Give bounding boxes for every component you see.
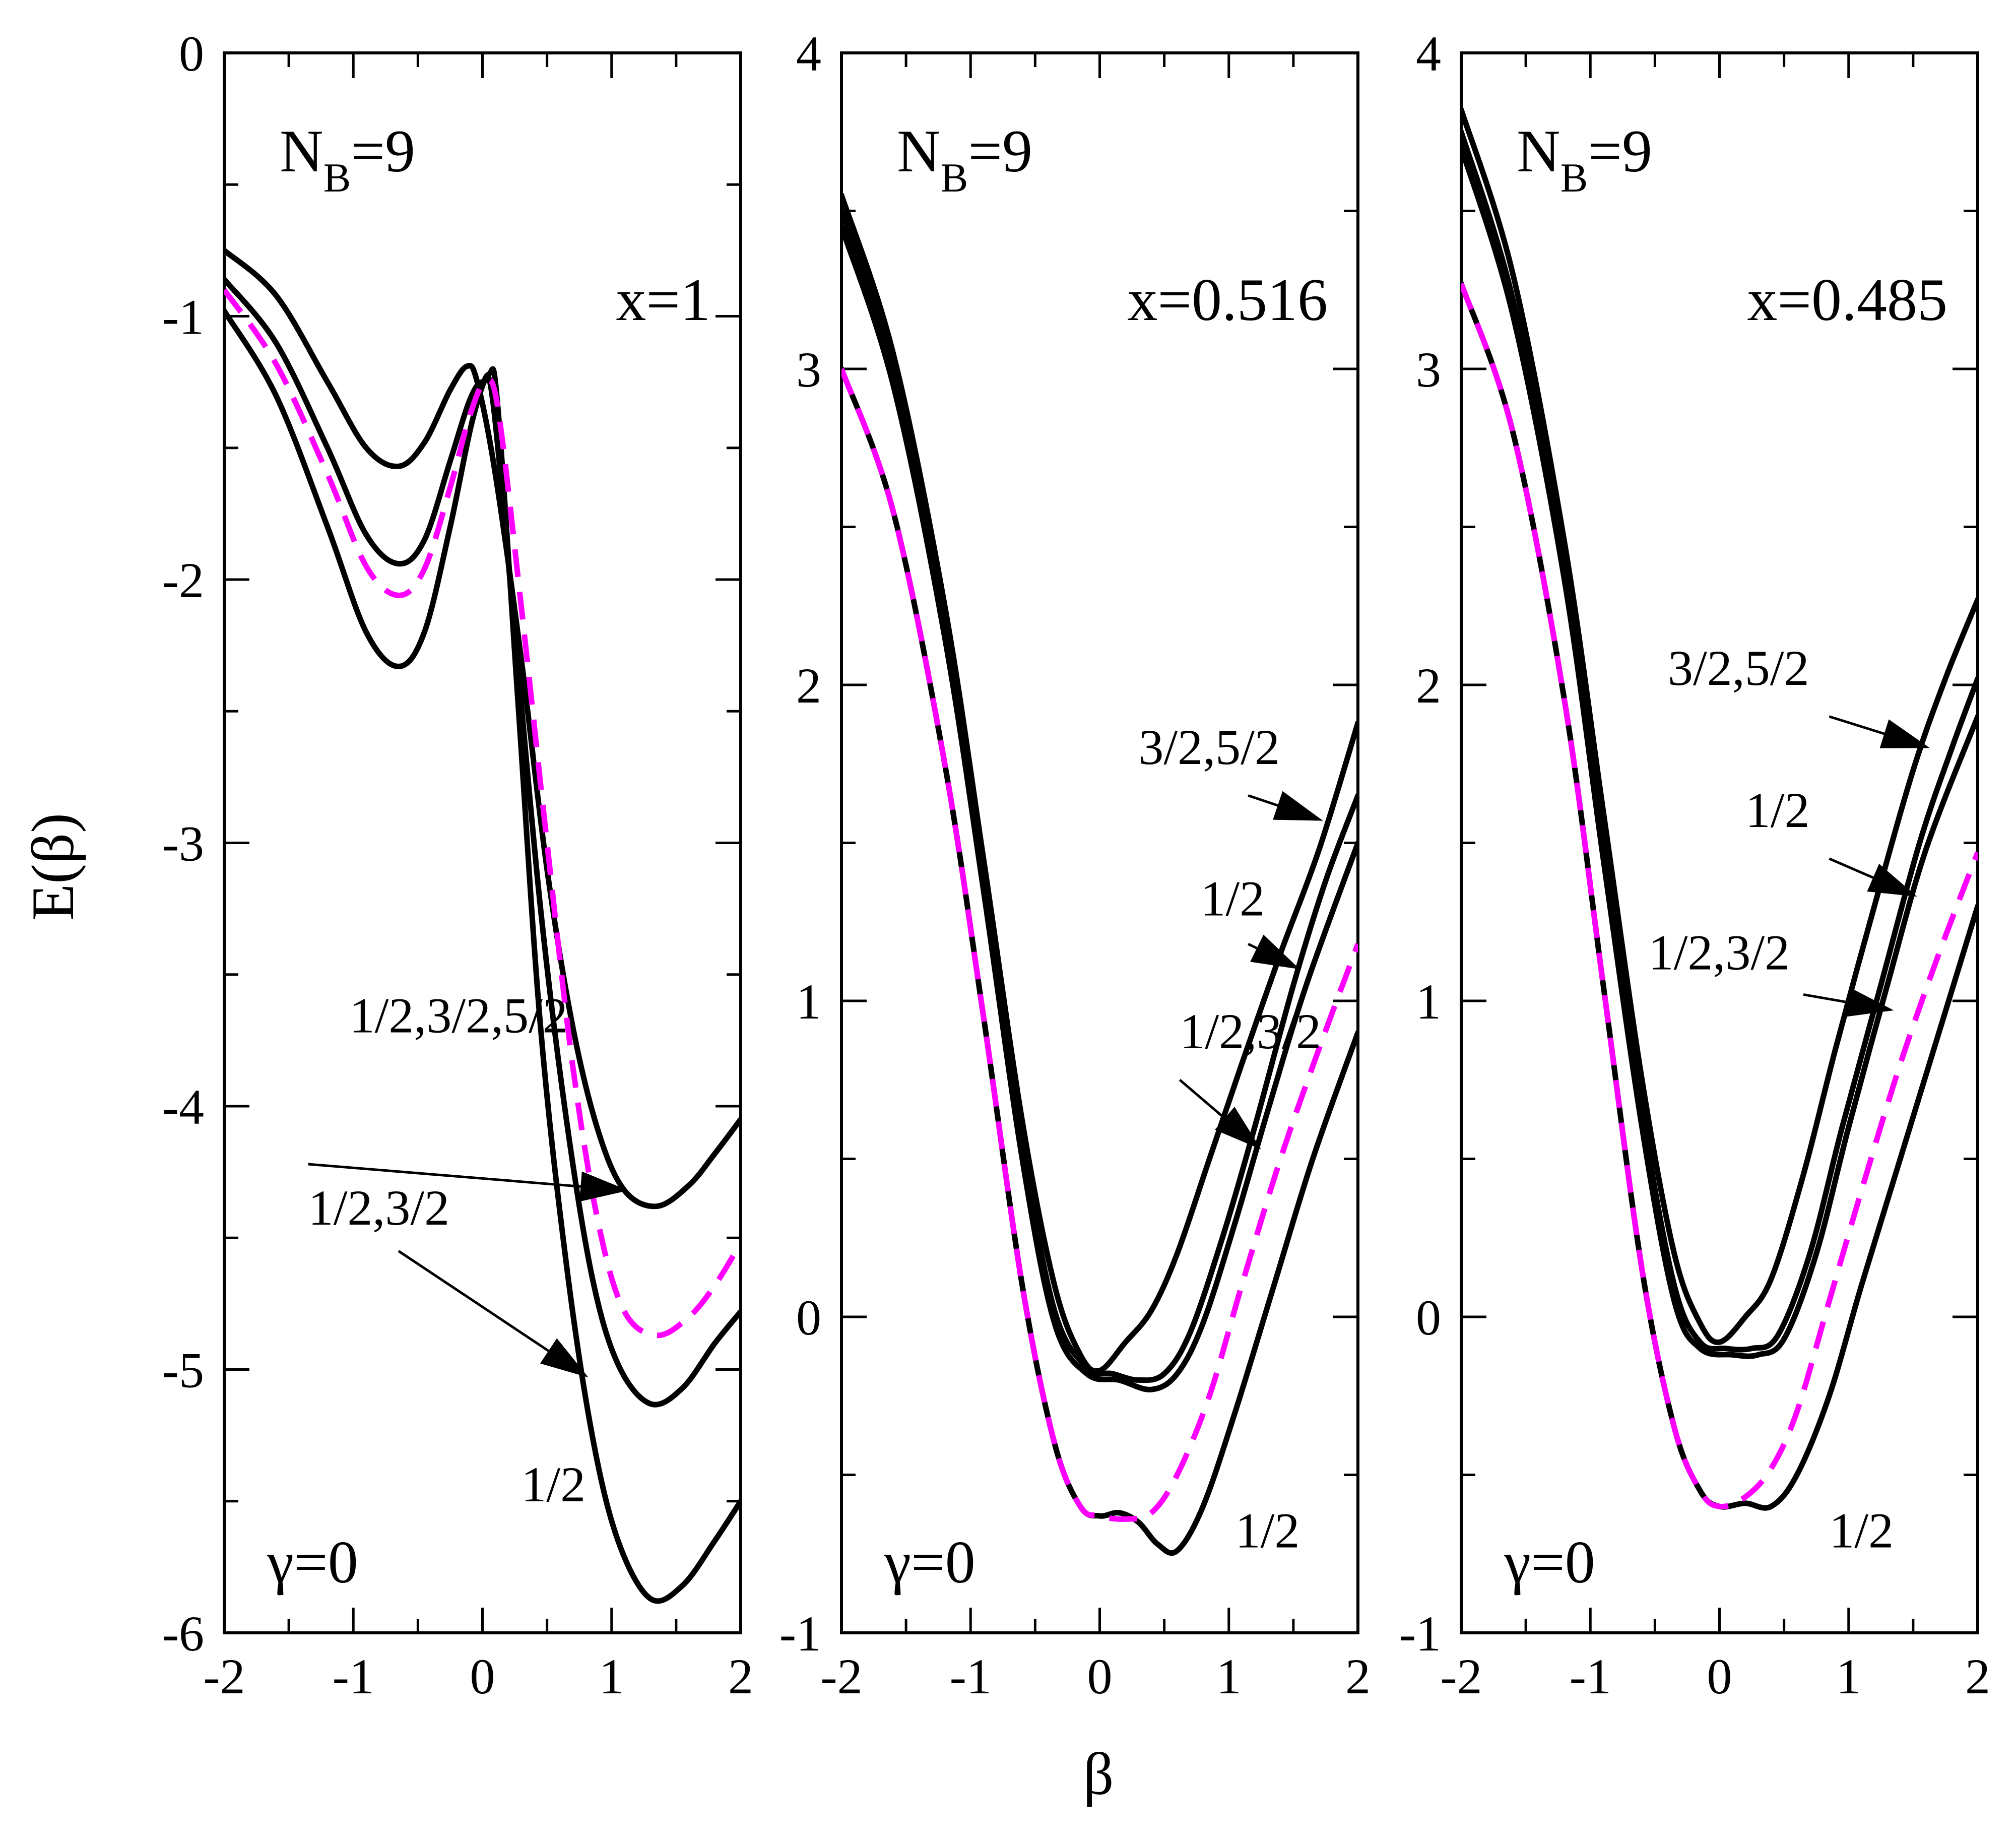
series-line-solid-c — [1461, 145, 1978, 1359]
y-tick-label: 2 — [796, 658, 821, 714]
x-tick-label: 0 — [1707, 1648, 1732, 1704]
y-tick-label: -3 — [162, 816, 204, 872]
annotation-arrow-line — [308, 1163, 581, 1188]
annotation-arrow-head — [1867, 863, 1917, 897]
series-line-solid-c — [841, 224, 1358, 1392]
nb-label-sub: B — [323, 155, 351, 201]
curve-annotation-label: 1/2 — [1829, 1503, 1894, 1559]
y-tick-label: 3 — [796, 342, 821, 398]
x-tick-label: -1 — [333, 1648, 374, 1704]
x-tick-label: -1 — [950, 1648, 992, 1704]
series-line-solid-a — [841, 192, 1358, 1374]
panel-1: -2 -1 0 1 2 -6 -5 -4 -3 -2 -1 0 NB=9 x=1 γ=0 1/2,3/2,5/… — [162, 26, 753, 1704]
x-tick-label: -2 — [203, 1648, 245, 1704]
curve-annotation-label: 1/2,3/2 — [1649, 924, 1790, 980]
y-tick-label: -4 — [162, 1079, 204, 1135]
panels-group: -2 -1 0 1 2-6-5-4-3-2-10NB=9x=1γ=01/2,3/2,5/… — [162, 26, 1990, 1704]
series-line-solid-lower — [224, 308, 741, 1604]
y-tick-label: 2 — [1416, 658, 1441, 714]
panel-2-curves — [841, 192, 1358, 1556]
curve-annotation-label: 1/2 — [1200, 871, 1265, 927]
x-param-label: x=0.485 — [1747, 266, 1947, 333]
annotation-arrow-line — [1248, 794, 1278, 807]
nb-label-sub: B — [1560, 155, 1588, 201]
annotation-arrow-line — [1829, 857, 1874, 879]
y-tick-label: 3 — [1416, 342, 1441, 398]
x-tick-label: 2 — [728, 1648, 753, 1704]
y-tick-label: 0 — [796, 1290, 821, 1346]
nb-label: NB=9 — [897, 117, 1032, 201]
x-tick-label: 1 — [599, 1648, 624, 1704]
y-tick-label: 1 — [796, 974, 821, 1030]
annotation-arrow-line — [1248, 942, 1258, 949]
curve-annotation-label: 1/2,3/2 — [308, 1180, 450, 1236]
series-line-dashed — [224, 288, 741, 1339]
y-tick-label: -1 — [162, 289, 204, 345]
x-axis-title: β — [1083, 1740, 1114, 1807]
panel-2: -2 -1 0 1 2-101234NB=9x=0.516γ=03/2,5/21/21/… — [779, 26, 1371, 1704]
gamma-label: γ=0 — [1504, 1529, 1595, 1596]
curve-annotation-label: 1/2 — [1745, 782, 1810, 838]
x-tick-label: 2 — [1965, 1648, 1990, 1704]
curve-annotation-label: 1/2 — [1235, 1503, 1300, 1559]
x-param-label: x=1 — [616, 266, 710, 333]
x-tick-label: 1 — [1836, 1648, 1861, 1704]
annotation-arrow-head — [1844, 987, 1894, 1018]
curve-annotation-label: 3/2,5/2 — [1138, 719, 1280, 775]
x-tick-label: 0 — [1087, 1648, 1113, 1704]
x-tick-label: 0 — [470, 1648, 495, 1704]
curve-annotation-label: 1/2 — [521, 1456, 586, 1512]
curve-annotation-label: 1/2,3/2,5/2 — [350, 988, 568, 1044]
series-line-dashed — [841, 368, 1358, 1522]
y-tick-label: 0 — [179, 26, 204, 82]
annotation-arrow-head — [1250, 934, 1300, 970]
series-line-solid-middle — [224, 276, 741, 1408]
x-tick-label: 1 — [1216, 1648, 1242, 1704]
nb-label-main: N — [1517, 117, 1560, 184]
nb-label-value: =9 — [351, 117, 415, 184]
annotation-arrow-line — [1829, 715, 1885, 735]
y-tick-label: -5 — [162, 1343, 204, 1398]
x-tick-label: -1 — [1570, 1648, 1611, 1704]
x-tick-label: -2 — [1440, 1648, 1482, 1704]
x-tick-label: 2 — [1345, 1648, 1371, 1704]
annotation-arrow-line — [1179, 1078, 1226, 1119]
annotation-arrow-head — [540, 1338, 589, 1378]
gamma-label: γ=0 — [884, 1529, 976, 1596]
y-tick-label: 4 — [1416, 26, 1441, 82]
y-tick-label: -1 — [779, 1606, 821, 1662]
nb-label-sub: B — [941, 155, 968, 201]
nb-label-value: =9 — [1588, 117, 1652, 184]
y-tick-label: -6 — [162, 1606, 204, 1662]
curve-annotation-label: 1/2,3/2 — [1180, 1003, 1321, 1059]
series-line-dashed — [1461, 282, 1978, 1509]
annotation-arrow-head — [1273, 791, 1323, 821]
nb-label: NB=9 — [1517, 117, 1652, 201]
panel-1-curves — [224, 247, 741, 1604]
nb-label-main: N — [897, 117, 941, 184]
panel-3: -2 -1 0 1 2-101234NB=9x=0.485γ=03/2,5/21/21/… — [1399, 26, 1990, 1704]
annotation-arrow-line — [398, 1250, 549, 1352]
y-tick-label: 1 — [1416, 974, 1441, 1030]
x-param-label: x=0.516 — [1127, 266, 1328, 333]
y-tick-label: 0 — [1416, 1290, 1441, 1346]
nb-label-main: N — [280, 117, 323, 184]
series-line-solid-d — [1461, 281, 1978, 1511]
nb-label: NB=9 — [280, 117, 415, 201]
curve-annotation-label: 3/2,5/2 — [1668, 640, 1809, 696]
nb-label-value: =9 — [968, 117, 1032, 184]
annotation-arrow-head — [1879, 719, 1930, 748]
gamma-label: γ=0 — [267, 1529, 358, 1596]
annotation-arrow-head — [579, 1171, 629, 1202]
y-tick-label: 4 — [796, 26, 821, 82]
y-tick-label: -2 — [162, 552, 204, 608]
y-axis-title: E(β) — [19, 813, 86, 921]
annotation-arrow-head — [1215, 1107, 1261, 1150]
annotation-arrow-line — [1803, 993, 1847, 1003]
series-line-solid-b — [841, 208, 1358, 1383]
y-tick-label: -1 — [1399, 1606, 1441, 1662]
x-tick-label: -2 — [820, 1648, 862, 1704]
